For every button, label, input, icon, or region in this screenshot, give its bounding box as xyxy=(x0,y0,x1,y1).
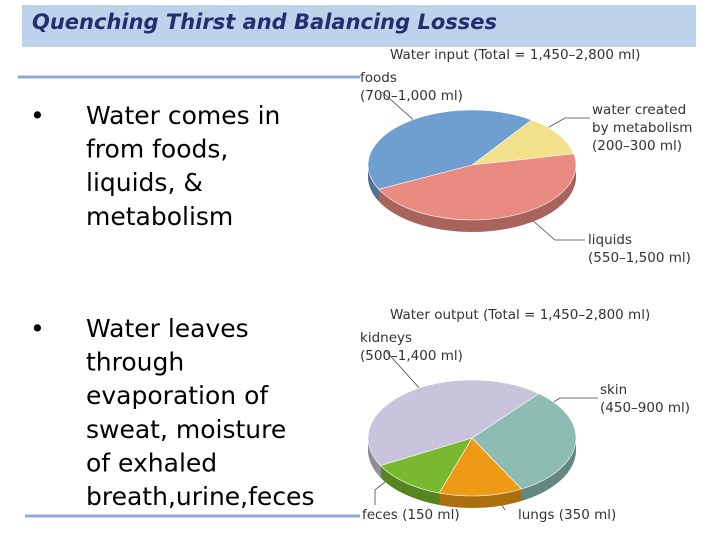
bullet-marker: • xyxy=(30,101,45,130)
pie-slice xyxy=(378,153,577,221)
pie-slice xyxy=(471,393,577,490)
bullet-text: sweat, moisture xyxy=(86,415,286,444)
pie-slice xyxy=(470,119,575,166)
bullet-text: of exhaled xyxy=(86,448,217,477)
chart-title: Water output (Total = 1,450–2,800 ml) xyxy=(390,307,650,323)
pie-slice xyxy=(367,379,540,466)
slice-label: foods xyxy=(360,70,397,86)
pie-slice xyxy=(438,437,523,497)
bullet-text: through xyxy=(86,348,184,377)
bullet-marker: • xyxy=(30,314,45,343)
slice-label: liquids xyxy=(588,232,632,248)
slice-label: (700–1,000 ml) xyxy=(360,88,463,104)
bullet-text: metabolism xyxy=(86,202,233,231)
bullet-text: from foods, xyxy=(86,135,228,164)
slice-label: water created xyxy=(592,102,686,118)
pie-slice xyxy=(379,437,473,494)
bullet-text: breath,urine,feces xyxy=(86,482,314,511)
bullet-text: liquids, & xyxy=(86,168,203,197)
bullet-text: Water comes in xyxy=(86,101,280,130)
slice-label: kidneys xyxy=(360,330,412,346)
bullet-text: evaporation of xyxy=(86,381,269,410)
slice-label: (550–1,500 ml) xyxy=(588,250,691,266)
slice-label: (200–300 ml) xyxy=(592,138,682,154)
slice-label: lungs (350 ml) xyxy=(518,507,616,523)
pie-slice xyxy=(367,109,533,190)
slice-label: (450–900 ml) xyxy=(600,400,690,416)
slice-label: skin xyxy=(600,382,627,398)
slice-label: by metabolism xyxy=(592,120,692,136)
chart-title: Water input (Total = 1,450–2,800 ml) xyxy=(390,47,640,63)
slice-label: (500–1,400 ml) xyxy=(360,348,463,364)
slide-title: Quenching Thirst and Balancing Losses xyxy=(32,10,497,34)
slice-label: feces (150 ml) xyxy=(362,507,460,523)
bullet-text: Water leaves xyxy=(86,314,249,343)
title-bar xyxy=(22,5,696,47)
